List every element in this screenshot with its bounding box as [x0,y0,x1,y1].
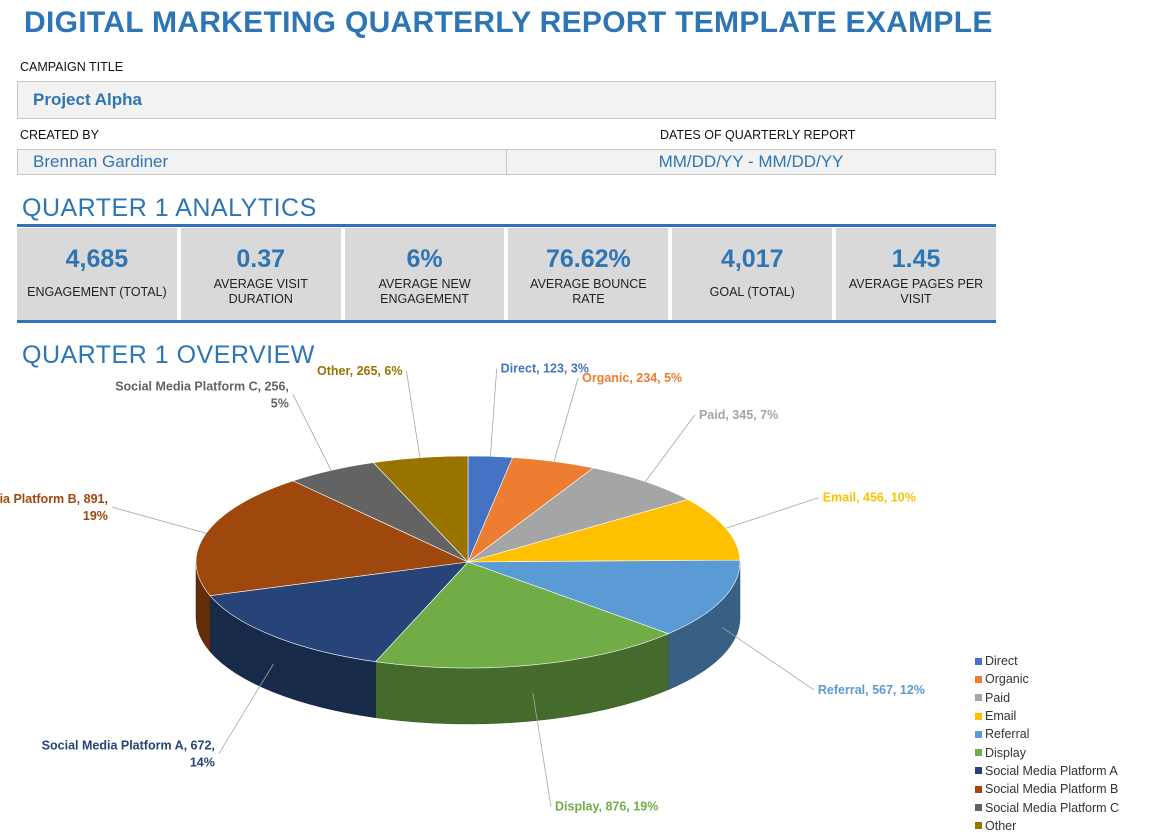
kpi-average-visit-duration: 0.37 AVERAGE VISIT DURATION [180,228,341,320]
leader-line [406,371,421,458]
legend-swatch [975,749,982,757]
dates-value: MM/DD/YY - MM/DD/YY [658,152,844,171]
legend-label: Display [985,745,1026,760]
leader-line [645,414,696,482]
legend-swatch [975,657,982,665]
data-label: 19% [83,509,108,523]
kpi-value: 4,685 [65,245,129,273]
data-label: Referral, 567, 12% [818,683,925,697]
legend-label: Email [985,709,1017,724]
kpi-value: 1.45 [891,245,941,273]
leader-line [111,506,207,534]
legend-swatch [975,712,982,720]
data-label: Direct, 123, 3% [501,362,589,376]
analytics-bottom-rule [17,320,996,323]
data-label: Social Media Platform C, 256, [115,379,289,393]
data-label: Social Media Platform A, 672, [42,739,215,753]
kpi-value: 0.37 [236,245,286,273]
legend-swatch [975,804,982,812]
legend-item: Paid [975,689,1119,707]
overview-heading: QUARTER 1 OVERVIEW [22,341,315,369]
chart-legend: Direct Organic Paid Email Referral Display Soc… [975,652,1119,835]
legend-item: Email [975,707,1119,725]
legend-item: Social Media Platform A [975,762,1119,780]
analytics-heading: QUARTER 1 ANALYTICS [22,194,317,222]
legend-swatch [975,694,982,702]
legend-label: Referral [985,727,1030,742]
pie-slice-social-media-platform-a [209,561,469,663]
data-label: 5% [271,396,289,410]
pie-slice-social-media-platform-b [195,480,470,596]
pie-slice-display [374,561,670,669]
kpi-average-pages-per-visit: 1.45 AVERAGE PAGES PER VISIT [836,228,996,320]
legend-swatch [975,675,982,683]
created-by-value: Brennan Gardiner [33,152,169,171]
legend-swatch [975,767,982,775]
legend-label: Other [985,818,1017,833]
analytics-top-rule [17,224,996,227]
data-label: Paid, 345, 7% [699,408,778,422]
dates-field[interactable]: MM/DD/YY - MM/DD/YY [506,149,996,175]
campaign-title-label: CAMPAIGN TITLE [20,60,124,74]
legend-item: Referral [975,725,1119,743]
pie-slice-referral [467,559,741,635]
legend-item: Other [975,817,1119,835]
leader-line [553,377,579,462]
data-label: Social Media Platform B, 891, [0,492,108,506]
legend-label: Paid [985,690,1011,705]
kpi-label: ENGAGEMENT (TOTAL) [27,284,167,299]
created-by-field[interactable]: Brennan Gardiner [17,149,507,175]
created-by-label: CREATED BY [20,128,99,142]
campaign-title-field[interactable]: Project Alpha [17,81,996,119]
kpi-engagement-total: 4,685 ENGAGEMENT (TOTAL) [17,228,177,320]
legend-label: Social Media Platform C [985,800,1120,815]
kpi-average-new-engagement: 6% AVERAGE NEW ENGAGEMENT [344,228,505,320]
legend-swatch [975,822,982,830]
legend-item: Social Media Platform C [975,798,1119,816]
legend-swatch [975,785,982,793]
legend-item: Direct [975,652,1119,670]
leader-line [490,368,498,457]
legend-item: Organic [975,670,1119,688]
kpi-value: 4,017 [720,245,784,273]
legend-item: Social Media Platform B [975,780,1119,798]
pie-slice-email [467,499,741,563]
kpi-goal-total: 4,017 GOAL (TOTAL) [672,228,833,320]
kpi-label: AVERAGE NEW ENGAGEMENT [378,277,471,306]
kpi-row: 4,685 ENGAGEMENT (TOTAL) 0.37 AVERAGE VI… [17,228,996,320]
legend-label: Social Media Platform B [985,782,1119,797]
kpi-label: AVERAGE BOUNCE RATE [530,277,647,306]
kpi-label: AVERAGE VISIT DURATION [213,277,308,306]
kpi-value: 76.62% [546,245,631,273]
data-label: Display, 876, 19% [555,799,658,813]
legend-label: Direct [985,654,1018,669]
dates-label: DATES OF QUARTERLY REPORT [660,128,856,142]
data-label: Email, 456, 10% [823,491,916,505]
legend-label: Organic [985,672,1029,687]
leader-line [292,394,332,471]
legend-label: Social Media Platform A [985,763,1118,778]
pie-top-faces [195,455,741,669]
legend-swatch [975,730,982,738]
leader-line [722,627,815,691]
data-label: 14% [190,756,215,770]
leader-line [218,663,274,754]
legend-item: Display [975,743,1119,761]
leader-line [725,497,819,529]
campaign-title-value: Project Alpha [33,90,142,109]
pie-slice-paid [467,467,689,563]
data-label: Organic, 234, 5% [582,371,682,385]
kpi-value: 6% [406,245,443,273]
leader-line [532,692,552,807]
kpi-average-bounce-rate: 76.62% AVERAGE BOUNCE RATE [508,228,669,320]
pie-data-labels: Direct, 123, 3%Organic, 234, 5% Paid, 345… [0,362,925,814]
data-label: Other, 265, 6% [317,364,402,378]
kpi-label: GOAL (TOTAL) [709,284,795,299]
report-title: DIGITAL MARKETING QUARTERLY REPORT TEMPL… [24,6,993,39]
kpi-label: AVERAGE PAGES PER VISIT [848,277,984,306]
